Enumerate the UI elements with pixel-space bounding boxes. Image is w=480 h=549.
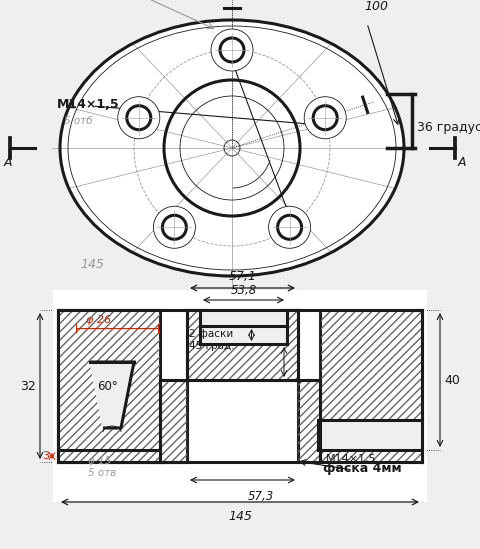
- Circle shape: [304, 97, 346, 139]
- Text: М14×1,5: М14×1,5: [57, 98, 120, 111]
- Bar: [58, 310, 160, 462]
- Bar: [160, 380, 187, 462]
- Text: 40: 40: [444, 373, 460, 386]
- Text: 57,1: 57,1: [228, 270, 256, 283]
- Bar: [160, 380, 187, 462]
- Text: 145: 145: [80, 258, 104, 271]
- Bar: [318, 420, 422, 450]
- Text: 15: 15: [287, 357, 301, 367]
- Bar: [58, 310, 160, 462]
- Circle shape: [118, 97, 160, 139]
- Circle shape: [269, 206, 311, 248]
- Polygon shape: [90, 362, 134, 428]
- Circle shape: [211, 29, 253, 71]
- Bar: [58, 310, 160, 462]
- Text: 5: 5: [254, 330, 262, 340]
- Text: М14×1,5: М14×1,5: [326, 454, 377, 464]
- Bar: [160, 380, 187, 462]
- Text: 36 градусов: 36 градусов: [417, 121, 480, 134]
- Bar: [200, 310, 287, 344]
- Bar: [320, 310, 422, 462]
- Text: А: А: [458, 156, 466, 169]
- Bar: [58, 310, 160, 462]
- Ellipse shape: [60, 20, 404, 276]
- Text: 5 отв: 5 отв: [88, 468, 116, 478]
- Text: фаска 4мм: фаска 4мм: [323, 462, 402, 475]
- Bar: [298, 380, 320, 462]
- Bar: [298, 380, 320, 462]
- Bar: [58, 310, 422, 462]
- Bar: [187, 310, 298, 380]
- Bar: [187, 310, 298, 380]
- Bar: [160, 380, 187, 462]
- Text: 100: 100: [364, 0, 388, 13]
- Text: 5 отб: 5 отб: [64, 116, 93, 126]
- Text: А: А: [4, 156, 12, 169]
- Text: 3: 3: [42, 451, 49, 461]
- Circle shape: [154, 206, 195, 248]
- Text: 53,8: 53,8: [230, 284, 257, 297]
- Text: φ 26: φ 26: [86, 315, 111, 325]
- Text: 32: 32: [20, 379, 36, 393]
- Text: 60°: 60°: [96, 380, 118, 393]
- Text: 57,3: 57,3: [247, 490, 274, 503]
- Text: φ 15: φ 15: [88, 456, 111, 466]
- Bar: [320, 310, 422, 462]
- Text: 145: 145: [228, 510, 252, 523]
- Bar: [53, 290, 427, 502]
- Text: 2 фаски
45 град.: 2 фаски 45 град.: [189, 329, 235, 351]
